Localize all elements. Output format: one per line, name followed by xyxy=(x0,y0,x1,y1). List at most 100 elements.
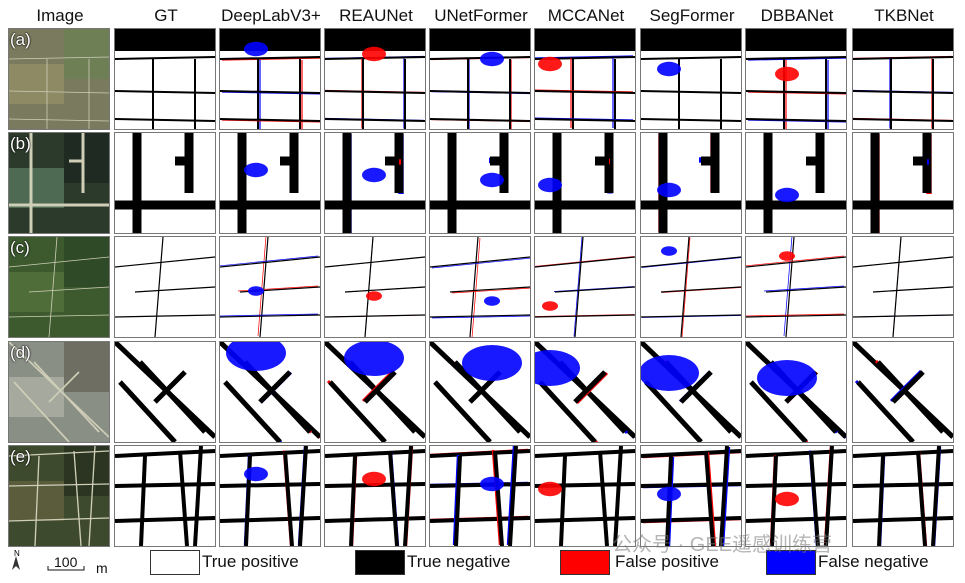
segmentation-map-a-gt xyxy=(114,28,216,130)
segmentation-map-b-gt xyxy=(114,132,216,234)
legend-swatch-tp xyxy=(150,550,200,575)
scale-unit: m xyxy=(96,560,108,576)
satellite-image-e-image xyxy=(8,445,110,547)
map-graphic xyxy=(430,342,530,442)
segmentation-map-d-reaunet xyxy=(324,341,426,443)
map-graphic xyxy=(220,133,320,233)
satellite-image-b-image xyxy=(8,132,110,234)
map-graphic xyxy=(325,446,425,546)
segmentation-map-e-mccanet xyxy=(534,445,636,547)
segmentation-map-c-tkbnet xyxy=(852,236,954,338)
map-graphic xyxy=(9,133,109,233)
row-label-b: (b) xyxy=(10,134,31,153)
segmentation-map-a-mccanet xyxy=(534,28,636,130)
map-graphic xyxy=(535,446,635,546)
segmentation-map-b-deeplabv3 xyxy=(219,132,321,234)
map-graphic xyxy=(430,29,530,129)
legend-swatch-fn xyxy=(766,550,816,575)
segmentation-map-d-mccanet xyxy=(534,341,636,443)
scale-bar: N 100 m xyxy=(4,548,114,578)
segmentation-map-a-segformer xyxy=(640,28,742,130)
segmentation-map-b-tkbnet xyxy=(852,132,954,234)
segmentation-map-b-reaunet xyxy=(324,132,426,234)
map-graphic xyxy=(115,237,215,337)
row-label-e: (e) xyxy=(10,447,31,466)
segmentation-map-c-deeplabv3 xyxy=(219,236,321,338)
segmentation-map-a-reaunet xyxy=(324,28,426,130)
column-header-deeplabv3plus: DeepLabV3+ xyxy=(221,6,321,25)
satellite-image-c-image xyxy=(8,236,110,338)
segmentation-map-b-unetformer xyxy=(429,132,531,234)
map-graphic xyxy=(430,133,530,233)
column-header-image: Image xyxy=(36,6,84,25)
segmentation-map-d-gt xyxy=(114,341,216,443)
legend-label-tn: True negative xyxy=(407,552,511,571)
map-graphic xyxy=(641,342,741,442)
map-graphic xyxy=(641,29,741,129)
segmentation-map-d-dbbanet xyxy=(745,341,847,443)
map-graphic xyxy=(641,446,741,546)
column-header-segformer: SegFormer xyxy=(649,6,735,25)
column-header-mccanet: MCCANet xyxy=(547,6,625,25)
segmentation-map-c-unetformer xyxy=(429,236,531,338)
satellite-image-d-image xyxy=(8,341,110,443)
map-graphic xyxy=(746,29,846,129)
legend-label-fp: False positive xyxy=(615,552,719,571)
map-graphic xyxy=(641,133,741,233)
map-graphic xyxy=(746,446,846,546)
segmentation-map-b-mccanet xyxy=(534,132,636,234)
segmentation-map-b-dbbanet xyxy=(745,132,847,234)
map-graphic xyxy=(853,29,953,129)
map-graphic xyxy=(115,133,215,233)
segmentation-map-a-tkbnet xyxy=(852,28,954,130)
satellite-image-a-image xyxy=(8,28,110,130)
map-graphic xyxy=(325,29,425,129)
segmentation-map-e-segformer xyxy=(640,445,742,547)
map-graphic xyxy=(535,133,635,233)
north-arrow-icon: N xyxy=(12,549,85,571)
row-label-c: (c) xyxy=(10,238,30,257)
segmentation-map-a-deeplabv3 xyxy=(219,28,321,130)
map-graphic xyxy=(115,29,215,129)
segmentation-map-c-segformer xyxy=(640,236,742,338)
segmentation-map-e-reaunet xyxy=(324,445,426,547)
map-graphic xyxy=(220,446,320,546)
map-graphic xyxy=(853,342,953,442)
legend-swatch-tn xyxy=(355,550,405,575)
segmentation-map-e-tkbnet xyxy=(852,445,954,547)
watermark: 公众号 · GEE遥感训练营 xyxy=(612,534,833,556)
column-header-unetformer: UNetFormer xyxy=(434,6,528,25)
segmentation-map-e-gt xyxy=(114,445,216,547)
map-graphic xyxy=(325,237,425,337)
map-graphic xyxy=(9,29,109,129)
map-graphic xyxy=(853,133,953,233)
map-graphic xyxy=(9,342,109,442)
segmentation-map-a-dbbanet xyxy=(745,28,847,130)
segmentation-map-c-gt xyxy=(114,236,216,338)
column-header-gt: GT xyxy=(154,6,178,25)
map-graphic xyxy=(115,342,215,442)
column-header-tkbnet: TKBNet xyxy=(874,6,934,25)
legend-swatch-fp xyxy=(560,550,610,575)
segmentation-map-d-deeplabv3 xyxy=(219,341,321,443)
map-graphic xyxy=(9,446,109,546)
map-graphic xyxy=(853,446,953,546)
column-header-dbbanet: DBBANet xyxy=(760,6,834,25)
segmentation-map-b-segformer xyxy=(640,132,742,234)
segmentation-map-c-reaunet xyxy=(324,236,426,338)
scale-value: 100 xyxy=(54,554,78,570)
map-graphic xyxy=(115,446,215,546)
segmentation-map-e-deeplabv3 xyxy=(219,445,321,547)
map-graphic xyxy=(853,237,953,337)
map-graphic xyxy=(641,237,741,337)
map-graphic xyxy=(220,342,320,442)
map-graphic xyxy=(220,29,320,129)
segmentation-map-d-tkbnet xyxy=(852,341,954,443)
map-graphic xyxy=(535,342,635,442)
segmentation-map-e-unetformer xyxy=(429,445,531,547)
legend-label-tp: True positive xyxy=(202,552,299,571)
map-graphic xyxy=(746,237,846,337)
map-graphic xyxy=(535,237,635,337)
segmentation-map-d-unetformer xyxy=(429,341,531,443)
segmentation-map-d-segformer xyxy=(640,341,742,443)
